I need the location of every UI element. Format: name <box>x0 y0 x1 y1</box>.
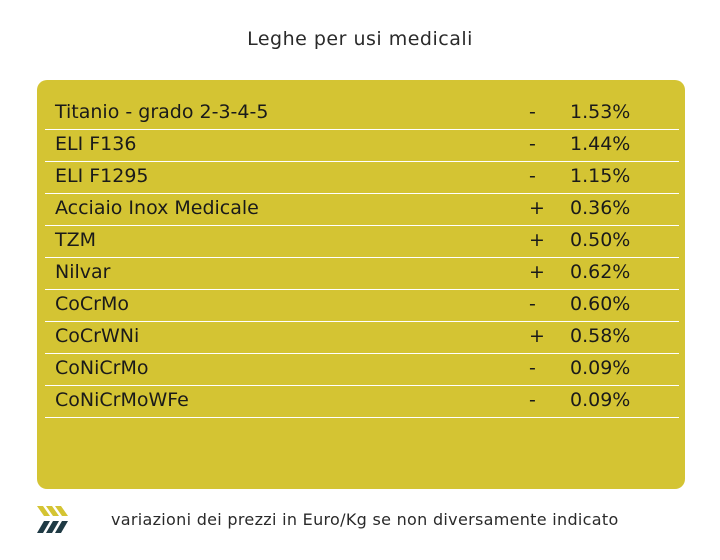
change-percent: 0.62% <box>570 261 631 283</box>
change-sign: + <box>529 325 545 347</box>
page-title: Leghe per usi medicali <box>247 28 473 50</box>
alloy-name: TZM <box>55 229 97 251</box>
change-percent: 1.15% <box>570 165 631 187</box>
alloy-name: CoCrWNi <box>55 325 140 347</box>
change-sign: - <box>529 357 536 379</box>
table-row: CoCrWNi + 0.58% <box>45 322 679 354</box>
table-row: Nilvar + 0.62% <box>45 258 679 290</box>
change-percent: 1.44% <box>570 133 631 155</box>
table-row: CoNiCrMo - 0.09% <box>45 354 679 386</box>
change-sign: - <box>529 389 536 411</box>
footer-note: variazioni dei prezzi in Euro/Kg se non … <box>111 510 619 529</box>
change-sign: + <box>529 261 545 283</box>
table-row: CoNiCrMoWFe - 0.09% <box>45 386 679 418</box>
change-sign: - <box>529 293 536 315</box>
table-row: ELI F136 - 1.44% <box>45 130 679 162</box>
change-sign: - <box>529 133 536 155</box>
change-sign: + <box>529 197 545 219</box>
change-percent: 0.36% <box>570 197 631 219</box>
chevrons-logo-icon <box>37 506 68 533</box>
table-row: Titanio - grado 2-3-4-5 - 1.53% <box>45 98 679 130</box>
alloy-name: Nilvar <box>55 261 111 283</box>
table-row: ELI F1295 - 1.15% <box>45 162 679 194</box>
table-row: Acciaio Inox Medicale + 0.36% <box>45 194 679 226</box>
alloy-name: CoCrMo <box>55 293 129 315</box>
alloy-name: ELI F136 <box>55 133 137 155</box>
alloy-name: Acciaio Inox Medicale <box>55 197 259 219</box>
alloy-name: CoNiCrMo <box>55 357 149 379</box>
change-percent: 0.09% <box>570 389 631 411</box>
change-sign: - <box>529 165 536 187</box>
table-row: TZM + 0.50% <box>45 226 679 258</box>
change-sign: - <box>529 101 536 123</box>
change-percent: 0.58% <box>570 325 631 347</box>
change-sign: + <box>529 229 545 251</box>
change-percent: 0.09% <box>570 357 631 379</box>
change-percent: 0.60% <box>570 293 631 315</box>
alloy-name: CoNiCrMoWFe <box>55 389 189 411</box>
alloy-price-panel: Titanio - grado 2-3-4-5 - 1.53% ELI F136… <box>37 80 685 489</box>
change-percent: 0.50% <box>570 229 631 251</box>
table-row: CoCrMo - 0.60% <box>45 290 679 322</box>
alloy-price-table: Titanio - grado 2-3-4-5 - 1.53% ELI F136… <box>45 98 679 418</box>
change-percent: 1.53% <box>570 101 631 123</box>
alloy-name: ELI F1295 <box>55 165 149 187</box>
alloy-name: Titanio - grado 2-3-4-5 <box>55 101 269 123</box>
